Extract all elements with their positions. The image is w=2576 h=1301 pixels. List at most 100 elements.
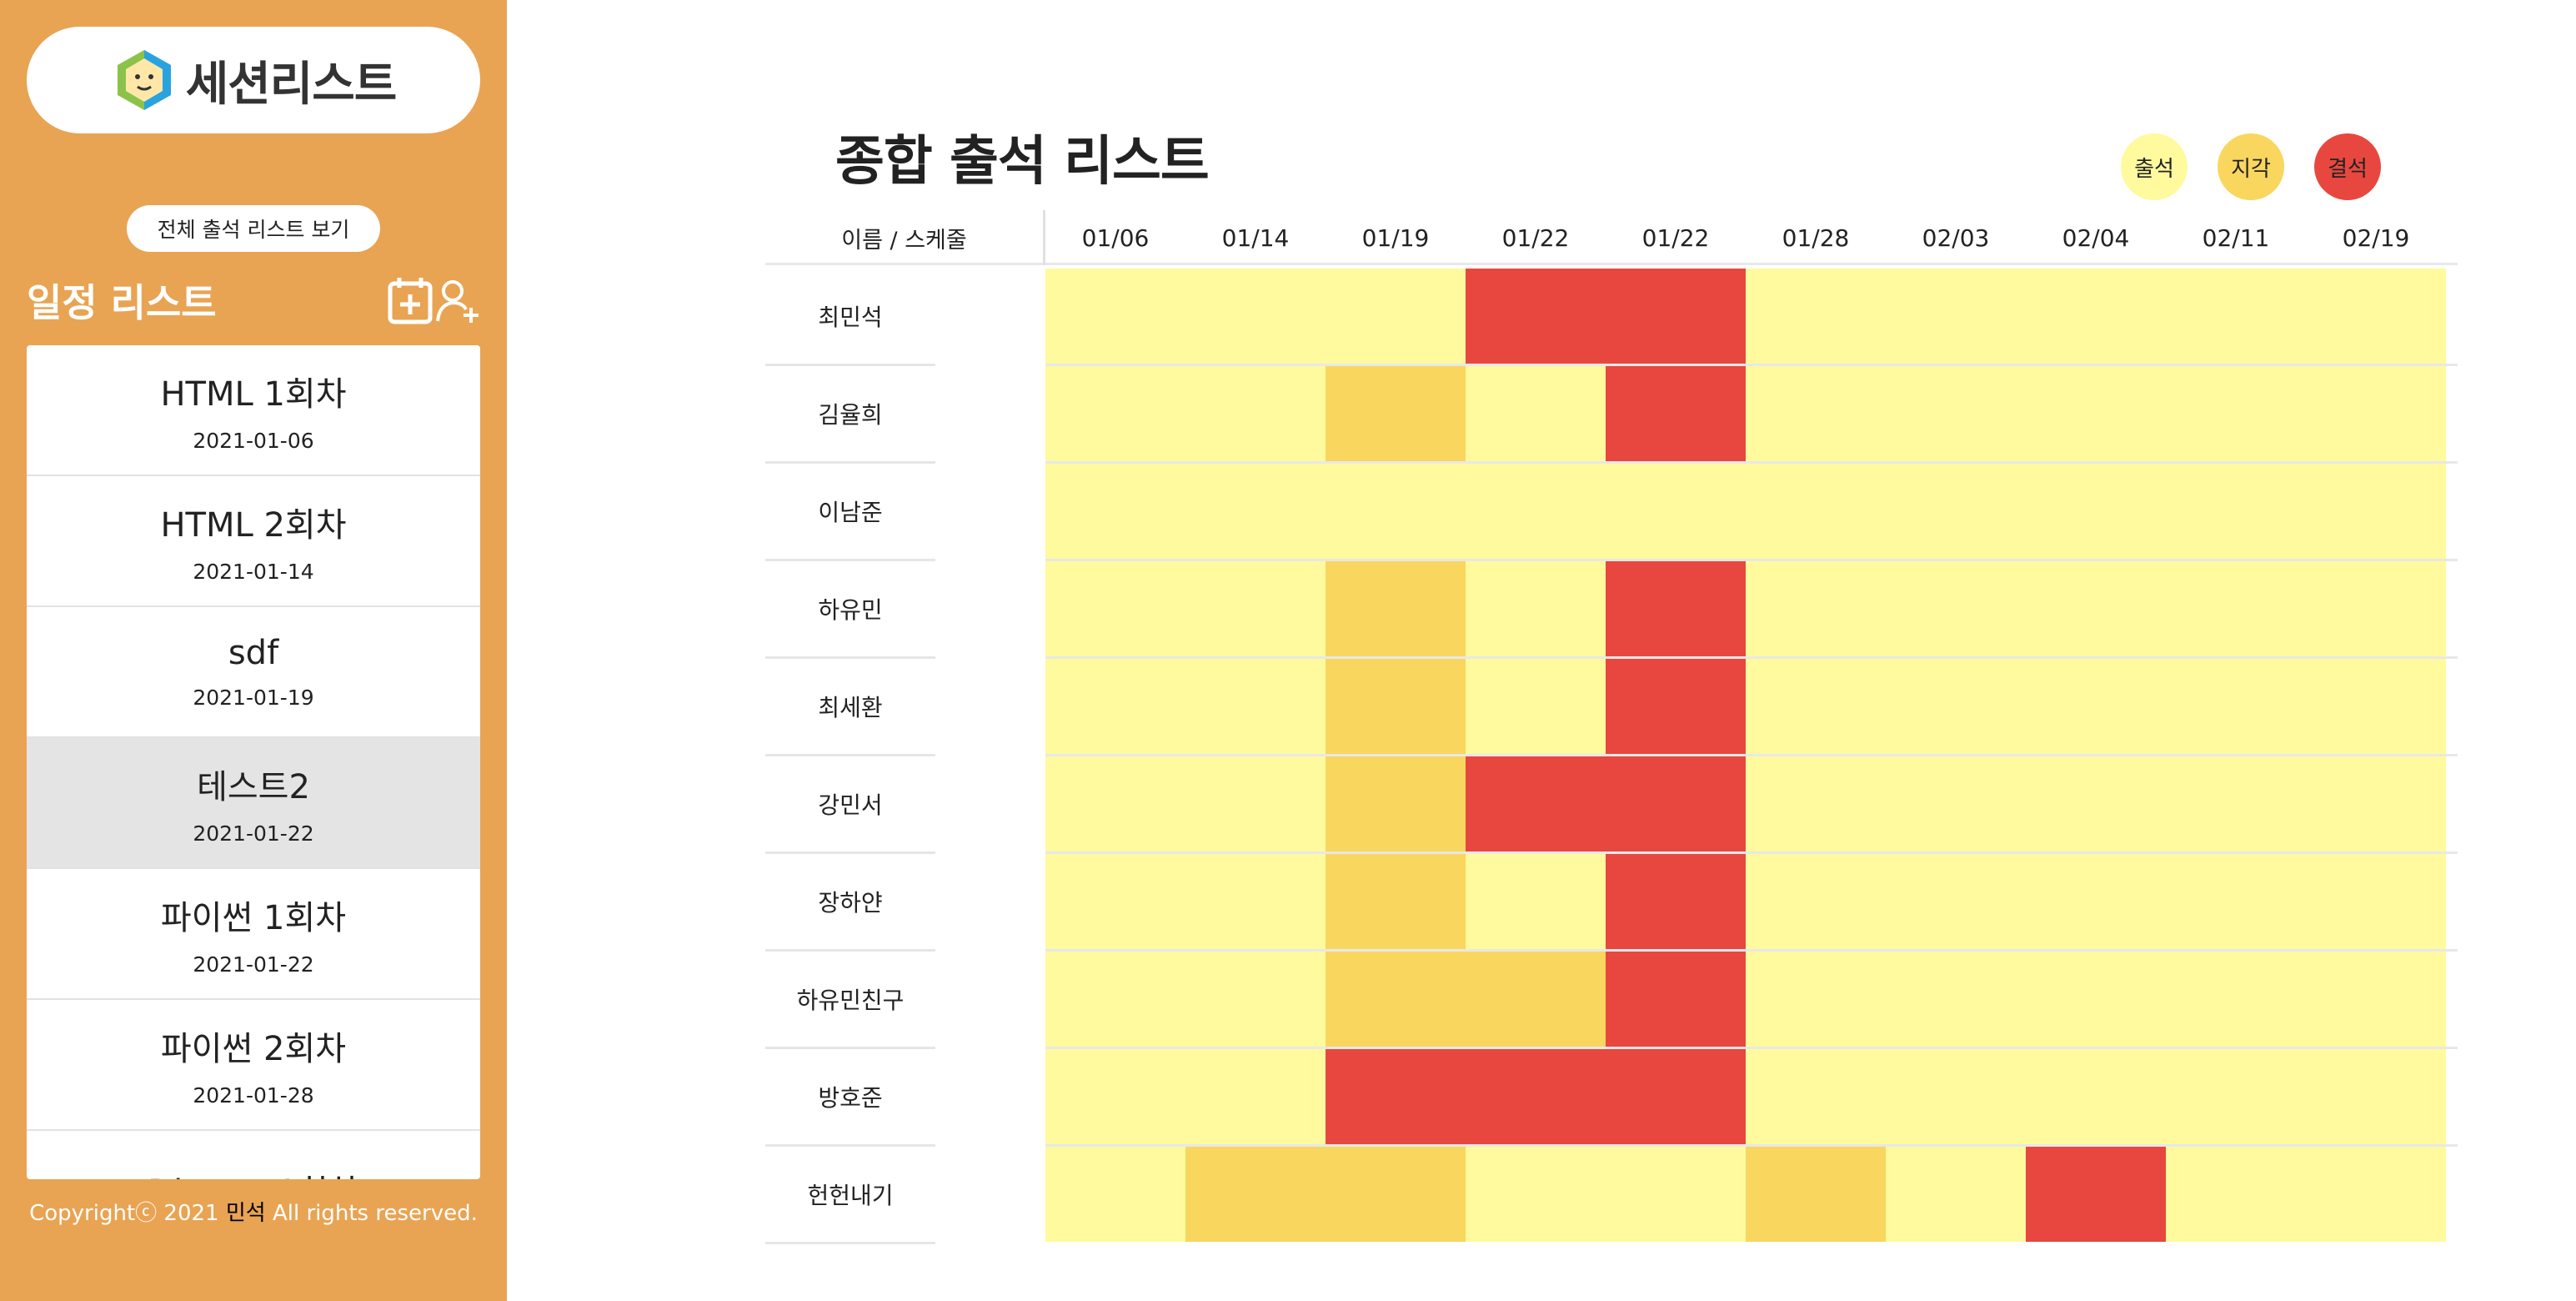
attendance-cell[interactable] bbox=[1466, 366, 1606, 461]
attendance-cell[interactable] bbox=[1746, 464, 1886, 559]
attendance-cell[interactable] bbox=[1746, 854, 1886, 949]
attendance-cell[interactable] bbox=[1606, 854, 1746, 949]
attendance-cell[interactable] bbox=[2026, 1049, 2166, 1144]
attendance-cell[interactable] bbox=[1185, 464, 1326, 559]
attendance-cell[interactable] bbox=[1045, 952, 1185, 1047]
add-schedule-button[interactable] bbox=[387, 275, 434, 325]
attendance-cell[interactable] bbox=[2166, 1147, 2306, 1242]
attendance-cell[interactable] bbox=[1466, 854, 1606, 949]
attendance-cell[interactable] bbox=[1606, 561, 1746, 656]
attendance-cell[interactable] bbox=[1045, 269, 1185, 364]
attendance-cell[interactable] bbox=[1606, 1049, 1746, 1144]
attendance-cell[interactable] bbox=[1326, 854, 1466, 949]
attendance-cell[interactable] bbox=[1326, 464, 1466, 559]
session-item[interactable]: HTML 2회차 2021-01-14 bbox=[27, 476, 480, 607]
session-item[interactable]: 파이썬 2회차 2021-01-28 bbox=[27, 1000, 480, 1131]
attendance-cell[interactable] bbox=[1045, 659, 1185, 754]
attendance-cell[interactable] bbox=[2166, 464, 2306, 559]
attendance-cell[interactable] bbox=[1185, 269, 1326, 364]
attendance-cell[interactable] bbox=[1185, 756, 1326, 851]
attendance-cell[interactable] bbox=[1886, 464, 2026, 559]
attendance-cell[interactable] bbox=[2306, 659, 2446, 754]
attendance-cell[interactable] bbox=[2026, 366, 2166, 461]
view-all-attendance-button[interactable]: 전체 출석 리스트 보기 bbox=[127, 205, 380, 252]
logo[interactable]: 세션리스트 bbox=[27, 27, 480, 133]
attendance-cell[interactable] bbox=[1886, 269, 2026, 364]
attendance-cell[interactable] bbox=[1886, 952, 2026, 1047]
attendance-cell[interactable] bbox=[2306, 756, 2446, 851]
attendance-cell[interactable] bbox=[1886, 1147, 2026, 1242]
attendance-cell[interactable] bbox=[1606, 366, 1746, 461]
attendance-cell[interactable] bbox=[2166, 659, 2306, 754]
attendance-cell[interactable] bbox=[2026, 659, 2166, 754]
attendance-cell[interactable] bbox=[1746, 561, 1886, 656]
attendance-cell[interactable] bbox=[1466, 464, 1606, 559]
attendance-cell[interactable] bbox=[1886, 756, 2026, 851]
attendance-cell[interactable] bbox=[1746, 1147, 1886, 1242]
attendance-cell[interactable] bbox=[1886, 854, 2026, 949]
attendance-cell[interactable] bbox=[1466, 1049, 1606, 1144]
attendance-cell[interactable] bbox=[1606, 1147, 1746, 1242]
attendance-cell[interactable] bbox=[1326, 1049, 1466, 1144]
attendance-cell[interactable] bbox=[2026, 464, 2166, 559]
attendance-cell[interactable] bbox=[2026, 561, 2166, 656]
attendance-cell[interactable] bbox=[1886, 561, 2026, 656]
attendance-cell[interactable] bbox=[1466, 269, 1606, 364]
attendance-cell[interactable] bbox=[2166, 561, 2306, 656]
attendance-cell[interactable] bbox=[1045, 464, 1185, 559]
attendance-cell[interactable] bbox=[1746, 659, 1886, 754]
attendance-cell[interactable] bbox=[2166, 269, 2306, 364]
attendance-cell[interactable] bbox=[2026, 269, 2166, 364]
attendance-cell[interactable] bbox=[2306, 464, 2446, 559]
session-item[interactable]: Django 1회차 bbox=[27, 1131, 480, 1180]
attendance-cell[interactable] bbox=[1326, 756, 1466, 851]
attendance-cell[interactable] bbox=[2026, 854, 2166, 949]
attendance-cell[interactable] bbox=[1185, 659, 1326, 754]
attendance-cell[interactable] bbox=[1185, 1147, 1326, 1242]
attendance-cell[interactable] bbox=[2166, 756, 2306, 851]
session-item[interactable]: 파이썬 1회차 2021-01-22 bbox=[27, 869, 480, 1000]
attendance-cell[interactable] bbox=[2026, 756, 2166, 851]
attendance-cell[interactable] bbox=[1466, 952, 1606, 1047]
attendance-cell[interactable] bbox=[1746, 1049, 1886, 1144]
attendance-cell[interactable] bbox=[1606, 464, 1746, 559]
attendance-cell[interactable] bbox=[1326, 269, 1466, 364]
attendance-cell[interactable] bbox=[1045, 561, 1185, 656]
add-member-button[interactable] bbox=[434, 275, 480, 325]
attendance-cell[interactable] bbox=[2306, 366, 2446, 461]
attendance-cell[interactable] bbox=[1466, 756, 1606, 851]
attendance-cell[interactable] bbox=[2306, 1049, 2446, 1144]
attendance-cell[interactable] bbox=[1326, 1147, 1466, 1242]
attendance-cell[interactable] bbox=[1606, 756, 1746, 851]
session-item[interactable]: sdf 2021-01-19 bbox=[27, 607, 480, 738]
attendance-cell[interactable] bbox=[2166, 366, 2306, 461]
attendance-cell[interactable] bbox=[2166, 854, 2306, 949]
attendance-cell[interactable] bbox=[2306, 854, 2446, 949]
attendance-cell[interactable] bbox=[1045, 854, 1185, 949]
attendance-cell[interactable] bbox=[1326, 366, 1466, 461]
attendance-cell[interactable] bbox=[1045, 1147, 1185, 1242]
attendance-cell[interactable] bbox=[1606, 952, 1746, 1047]
attendance-cell[interactable] bbox=[2306, 952, 2446, 1047]
attendance-cell[interactable] bbox=[1886, 1049, 2026, 1144]
attendance-cell[interactable] bbox=[1185, 1049, 1326, 1144]
attendance-cell[interactable] bbox=[1746, 952, 1886, 1047]
attendance-cell[interactable] bbox=[1185, 366, 1326, 461]
attendance-cell[interactable] bbox=[1606, 659, 1746, 754]
attendance-cell[interactable] bbox=[1606, 269, 1746, 364]
attendance-cell[interactable] bbox=[1185, 561, 1326, 656]
attendance-cell[interactable] bbox=[2306, 561, 2446, 656]
attendance-cell[interactable] bbox=[1045, 366, 1185, 461]
attendance-cell[interactable] bbox=[1326, 952, 1466, 1047]
attendance-cell[interactable] bbox=[2166, 1049, 2306, 1144]
session-item[interactable]: 테스트2 2021-01-22 bbox=[27, 738, 480, 869]
attendance-cell[interactable] bbox=[1185, 952, 1326, 1047]
attendance-cell[interactable] bbox=[2306, 269, 2446, 364]
attendance-cell[interactable] bbox=[1466, 659, 1606, 754]
attendance-cell[interactable] bbox=[1466, 1147, 1606, 1242]
attendance-cell[interactable] bbox=[2026, 1147, 2166, 1242]
attendance-cell[interactable] bbox=[1746, 366, 1886, 461]
attendance-cell[interactable] bbox=[1326, 561, 1466, 656]
attendance-cell[interactable] bbox=[1746, 756, 1886, 851]
attendance-cell[interactable] bbox=[1886, 659, 2026, 754]
